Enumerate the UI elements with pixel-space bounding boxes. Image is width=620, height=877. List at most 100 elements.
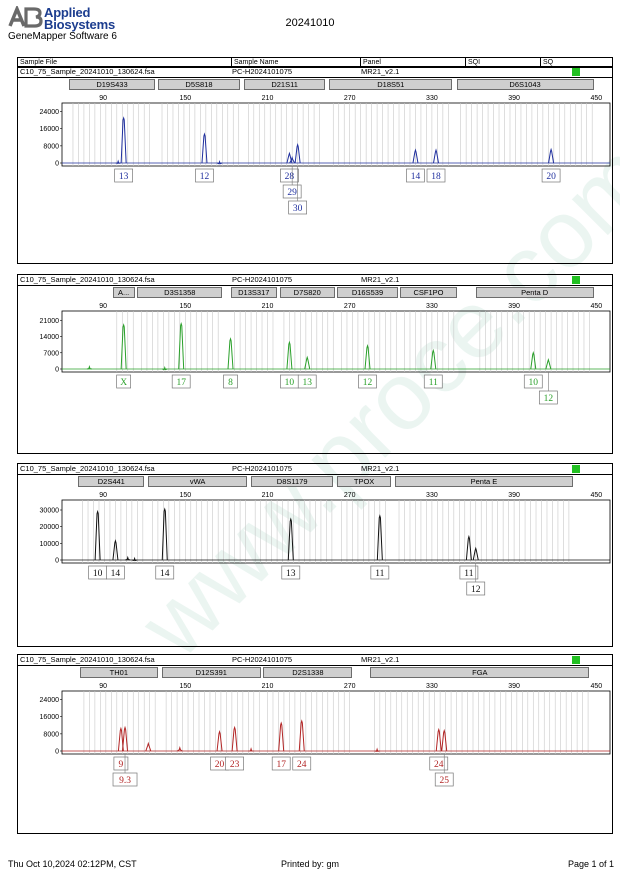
peak[interactable] xyxy=(161,507,168,561)
marker-label[interactable]: D21S11 xyxy=(244,79,326,90)
marker-label[interactable]: D19S433 xyxy=(68,79,156,90)
allele-label[interactable]: 30 xyxy=(293,204,303,214)
marker-label[interactable]: TH01 xyxy=(79,667,158,678)
allele-label-box xyxy=(541,168,561,183)
quality-status-icon xyxy=(572,656,580,664)
col-divider xyxy=(231,58,234,67)
peak[interactable] xyxy=(162,365,168,371)
peak[interactable] xyxy=(227,337,234,370)
allele-label[interactable]: X xyxy=(120,378,127,388)
peak[interactable] xyxy=(548,147,555,164)
peak[interactable] xyxy=(433,148,440,164)
allele-label[interactable]: 12 xyxy=(471,585,481,595)
allele-label[interactable]: 13 xyxy=(286,569,296,579)
peak[interactable] xyxy=(94,509,101,561)
marker-label[interactable]: D8S1179 xyxy=(251,476,334,487)
allele-label[interactable]: 12 xyxy=(363,378,373,388)
peak[interactable] xyxy=(545,357,552,370)
allele-label[interactable]: 10 xyxy=(529,378,539,388)
peak[interactable] xyxy=(298,719,305,752)
peak[interactable] xyxy=(117,726,124,752)
allele-label[interactable]: 25 xyxy=(439,776,449,786)
allele-label[interactable]: 11 xyxy=(429,378,438,388)
marker-label[interactable]: D12S391 xyxy=(162,667,261,678)
marker-label[interactable]: D13S317 xyxy=(230,287,278,298)
marker-label[interactable]: D2S441 xyxy=(78,476,145,487)
marker-label[interactable]: D7S820 xyxy=(279,287,335,298)
peak[interactable] xyxy=(286,151,293,164)
allele-label-box xyxy=(538,390,558,405)
peak[interactable] xyxy=(530,351,537,370)
peak[interactable] xyxy=(286,340,293,370)
peak[interactable] xyxy=(86,364,92,370)
allele-label-box xyxy=(434,772,454,787)
allele-label[interactable]: 10 xyxy=(285,378,295,388)
allele-label[interactable]: 11 xyxy=(464,569,473,579)
allele-label[interactable]: 17 xyxy=(176,378,186,388)
allele-label[interactable]: 10 xyxy=(93,569,103,579)
peak[interactable] xyxy=(364,344,371,370)
allele-label[interactable]: 12 xyxy=(544,394,554,404)
peak[interactable] xyxy=(441,728,448,752)
allele-label[interactable]: 29 xyxy=(287,188,297,198)
peak[interactable] xyxy=(115,159,121,164)
marker-label[interactable]: A... xyxy=(112,287,135,298)
peak[interactable] xyxy=(304,355,311,370)
allele-label[interactable]: 13 xyxy=(302,378,312,388)
peak[interactable] xyxy=(435,727,442,752)
marker-label[interactable]: CSF1PO xyxy=(400,287,457,298)
peak[interactable] xyxy=(231,725,238,752)
peak[interactable] xyxy=(472,546,479,561)
allele-label[interactable]: 23 xyxy=(230,760,240,770)
peak[interactable] xyxy=(248,747,254,752)
marker-label[interactable]: D16S539 xyxy=(337,287,398,298)
peak[interactable] xyxy=(376,514,383,561)
marker-label[interactable]: D6S1043 xyxy=(456,79,594,90)
peak[interactable] xyxy=(112,539,119,561)
peak[interactable] xyxy=(145,741,152,752)
allele-label[interactable]: 9 xyxy=(119,760,124,770)
peak[interactable] xyxy=(294,143,301,164)
allele-label[interactable]: 20 xyxy=(215,760,225,770)
peak[interactable] xyxy=(430,348,437,370)
peak[interactable] xyxy=(412,148,419,164)
peak[interactable] xyxy=(120,323,127,370)
peak[interactable] xyxy=(287,517,294,561)
peak[interactable] xyxy=(125,555,131,561)
marker-label[interactable]: D5S818 xyxy=(157,79,241,90)
allele-label[interactable]: 14 xyxy=(411,172,421,182)
marker-label[interactable]: TPOX xyxy=(337,476,391,487)
marker-label[interactable]: vWA xyxy=(148,476,247,487)
peak[interactable] xyxy=(178,322,185,370)
allele-label[interactable]: 18 xyxy=(431,172,441,182)
peak[interactable] xyxy=(216,729,223,752)
peak[interactable] xyxy=(289,155,296,164)
marker-label[interactable]: D2S1338 xyxy=(263,667,353,678)
allele-label[interactable]: 14 xyxy=(160,569,170,579)
allele-label[interactable]: 9.3 xyxy=(119,776,131,786)
marker-label[interactable]: Penta E xyxy=(394,476,573,487)
peak[interactable] xyxy=(465,534,472,561)
allele-label[interactable]: 28 xyxy=(285,172,295,182)
allele-label[interactable]: 13 xyxy=(119,172,129,182)
marker-label[interactable]: D3S1358 xyxy=(137,287,223,298)
allele-label[interactable]: 24 xyxy=(297,760,307,770)
peak[interactable] xyxy=(374,747,380,752)
peak[interactable] xyxy=(278,721,285,752)
peak[interactable] xyxy=(201,132,208,164)
allele-label[interactable]: 24 xyxy=(434,760,444,770)
allele-label[interactable]: 17 xyxy=(276,760,286,770)
peak[interactable] xyxy=(216,159,223,165)
allele-label[interactable]: 8 xyxy=(228,378,233,388)
peak[interactable] xyxy=(122,725,129,752)
allele-label[interactable]: 11 xyxy=(375,569,384,579)
peak[interactable] xyxy=(120,116,127,164)
peak[interactable] xyxy=(131,556,138,562)
peak[interactable] xyxy=(177,746,183,752)
marker-label[interactable]: Penta D xyxy=(475,287,594,298)
marker-label[interactable]: FGA xyxy=(370,667,590,678)
marker-label[interactable]: D18S51 xyxy=(329,79,453,90)
allele-label[interactable]: 20 xyxy=(546,172,556,182)
allele-label[interactable]: 14 xyxy=(111,569,121,579)
allele-label[interactable]: 12 xyxy=(200,172,210,182)
